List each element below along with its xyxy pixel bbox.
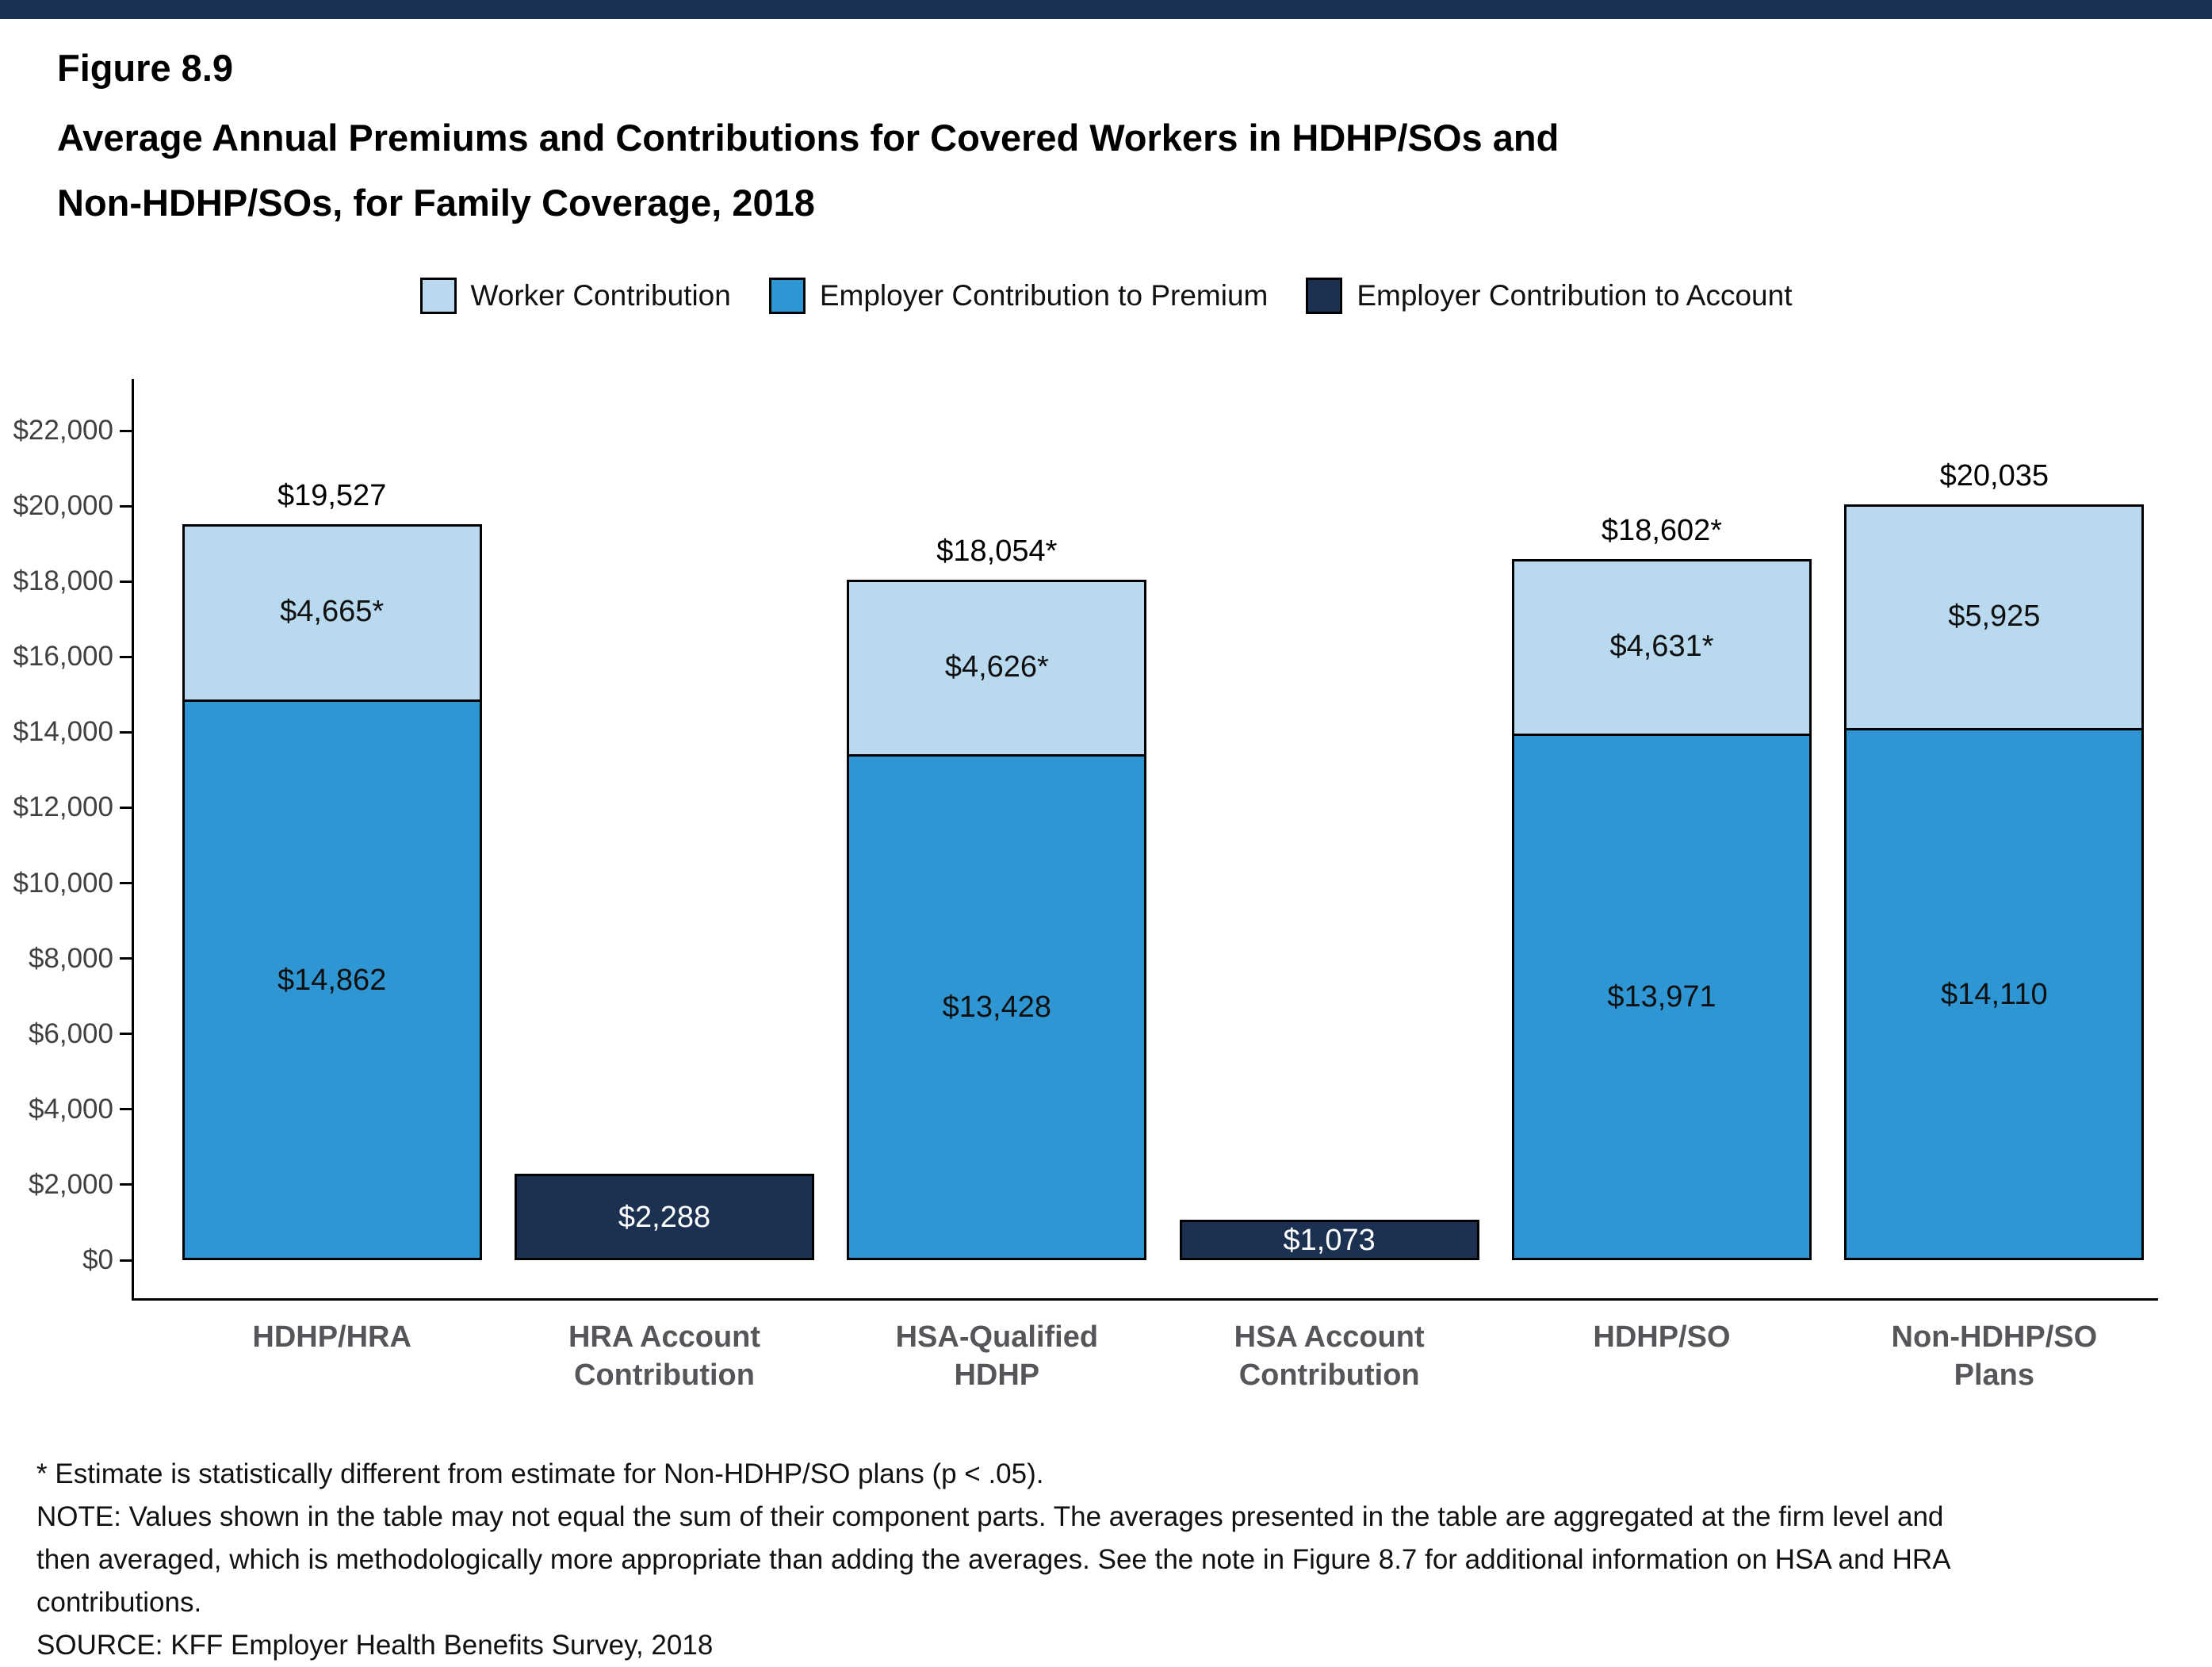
segment-value-label: $1,073 [1283,1223,1376,1257]
star-note: * Estimate is statistically different fr… [36,1458,1044,1489]
legend: Worker Contribution Employer Contributio… [0,278,2212,314]
y-axis-tick [120,1108,134,1111]
y-axis-tick [120,504,134,508]
segment-value-label: $13,428 [942,990,1052,1024]
bar-total-label: $19,527 [277,478,387,512]
bar-segment [182,523,482,703]
legend-swatch-employer-account [1306,278,1343,314]
legend-item-employer-premium: Employer Contribution to Premium [768,278,1269,314]
legend-label: Employer Contribution to Account [1357,279,1793,312]
y-axis-tick-label: $8,000 [28,942,113,974]
x-axis-category-label: HRA Account Contribution [568,1320,761,1392]
bar-segment [847,579,1147,757]
bar-total-label: $20,035 [1939,459,2049,493]
bar-segment [182,699,482,1260]
y-axis-tick-label: $20,000 [13,490,113,522]
y-axis-tick [120,1033,134,1036]
segment-value-label: $4,631* [1609,629,1714,663]
y-axis-tick [120,1183,134,1186]
x-axis-category-label: Non-HDHP/SO Plans [1891,1320,2098,1392]
segment-value-label: $4,665* [280,595,385,629]
bar-segment [1844,504,2145,731]
x-axis-category-label: HDHP/SO [1593,1320,1731,1354]
bar-segment [515,1174,814,1260]
footnotes: * Estimate is statistically different fr… [36,1453,1979,1667]
y-axis-tick-label: $0 [82,1244,113,1275]
header-bar [0,0,2212,19]
legend-item-worker-contribution: Worker Contribution [419,278,731,314]
y-axis-tick [120,655,134,658]
y-axis-tick-label: $22,000 [13,415,113,446]
y-axis-tick [120,1259,134,1262]
y-axis-tick-label: $2,000 [28,1168,113,1200]
y-axis-tick-label: $14,000 [13,716,113,748]
legend-swatch-employer-premium [768,278,806,314]
segment-value-label: $5,925 [1948,600,2041,634]
y-axis-tick [120,429,134,432]
y-axis-tick [120,806,134,809]
segment-value-label: $13,971 [1607,979,1716,1014]
bar-segment [1512,733,1812,1260]
figure-label: Figure 8.9 [57,47,234,89]
legend-label: Employer Contribution to Premium [819,279,1269,312]
bar-segment [847,753,1147,1260]
plot-area: $0 $2,000 $4,000 $6,000 $8,000 $10,000 $12,000… [13,379,2158,1392]
segment-value-label: $14,110 [1941,977,2048,1011]
y-axis-tick-label: $12,000 [13,791,113,823]
legend-item-employer-account: Employer Contribution to Account [1306,278,1792,314]
bar-total-label: $18,602* [1601,513,1723,547]
segment-value-label: $14,862 [277,963,387,997]
y-axis-tick-label: $16,000 [13,641,113,673]
x-axis-category-label: HSA-Qualified HDHP [895,1320,1099,1392]
title-block: Figure 8.9 Average Annual Premiums and C… [57,46,1559,236]
y-axis-tick [120,730,134,734]
y-axis-tick [120,957,134,960]
chart-title-line-1: Average Annual Premiums and Contribution… [57,117,1559,159]
bar-segment [1512,558,1812,736]
segment-value-label: $2,288 [618,1200,711,1234]
note-text: NOTE: Values shown in the table may not … [36,1501,1950,1618]
bar-segment [1179,1219,1479,1260]
segment-value-label: $4,626* [944,650,1049,684]
legend-label: Worker Contribution [470,279,731,312]
x-axis-category-label: HSA Account Contribution [1234,1320,1425,1392]
y-axis-tick-label: $10,000 [13,867,113,899]
legend-swatch-worker-contribution [419,278,457,314]
y-axis-tick [120,580,134,583]
chart-title-line-2: Non-HDHP/SOs, for Family Coverage, 2018 [57,182,815,224]
source-text: SOURCE: KFF Employer Health Benefits Sur… [36,1630,714,1661]
y-axis-tick-label: $18,000 [13,565,113,597]
y-axis-tick [120,882,134,885]
y-axis-tick-label: $4,000 [28,1093,113,1125]
bar-total-label: $18,054* [936,534,1058,568]
y-axis-tick-label: $6,000 [28,1017,113,1049]
x-axis-category-label: HDHP/HRA [252,1320,411,1354]
